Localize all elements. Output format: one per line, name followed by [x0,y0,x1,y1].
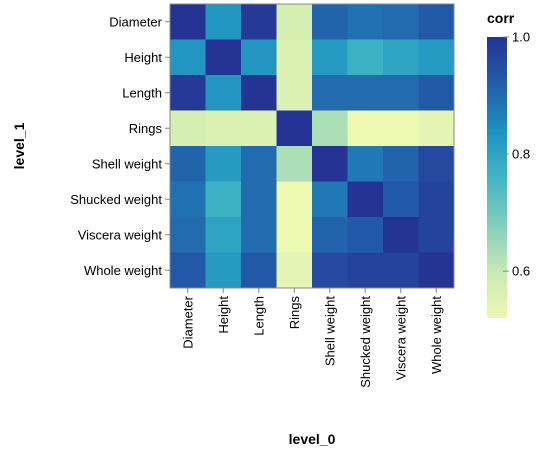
heatmap-cell [418,146,455,182]
y-tick-label: Rings [129,121,163,136]
x-tick-label: Height [216,296,231,334]
heatmap-cell [312,110,348,147]
heatmap-cell [383,75,419,111]
heatmap-cell [205,75,242,111]
heatmap-cell [170,252,206,289]
x-axis: Diameter Height Length Rings Shell weight Shu… [170,287,454,388]
heatmap-cell [347,217,384,253]
heatmap-cell [170,39,206,76]
heatmap-cell [418,4,455,40]
y-tick-label: Shell weight [92,156,162,171]
heatmap-cell [347,75,384,111]
y-tick-label: Shucked weight [70,192,162,207]
heatmap-cell [418,217,455,253]
heatmap-cell [383,217,419,253]
y-tick-label: Height [124,50,162,65]
heatmap-cell [312,146,348,182]
x-tick-label: Shucked weight [358,296,373,388]
x-tick-label: Rings [287,296,302,330]
legend-tick-label: 1.0 [512,30,530,45]
x-tick-label: Whole weight [429,296,444,374]
x-axis-title: level_0 [289,431,336,447]
heatmap-cells [170,4,455,289]
heatmap-cell [241,146,277,182]
heatmap-cell [241,39,277,76]
heatmap-cell [383,146,419,182]
legend-tick-label: 0.8 [512,147,530,162]
y-tick-label: Diameter [109,14,162,29]
heatmap-cell [241,110,277,147]
legend-tick-label: 0.6 [512,264,530,279]
legend-ticks: 1.0 0.8 0.6 [503,30,530,279]
y-tick-label: Length [122,85,162,100]
heatmap-cell [276,110,313,147]
y-tick-label: Viscera weight [78,227,163,242]
heatmap-cell [312,252,348,289]
heatmap-cell [205,39,242,76]
x-tick-label: Diameter [180,295,195,348]
heatmap-cell [170,181,206,218]
heatmap-cell [205,4,242,40]
heatmap-cell [170,75,206,111]
heatmap-cell [418,75,455,111]
heatmap-cell [276,146,313,182]
heatmap-cell [383,39,419,76]
legend-title: corr [487,10,515,26]
heatmap-cell [170,110,206,147]
heatmap-cell [276,181,313,218]
heatmap-cell [347,110,384,147]
heatmap-cell [418,110,455,147]
heatmap-cell [241,217,277,253]
heatmap-cell [170,146,206,182]
y-axis-title: level_1 [11,122,27,169]
heatmap-cell [276,4,313,40]
x-tick-label: Length [251,296,266,336]
heatmap-cell [312,75,348,111]
heatmap-cell [312,217,348,253]
heatmap-cell [276,217,313,253]
heatmap-cell [383,252,419,289]
heatmap-cell [276,252,313,289]
heatmap-cell [383,4,419,40]
legend: corr 1.0 0.8 0.6 [487,10,530,318]
heatmap-cell [276,39,313,76]
heatmap-cell [347,181,384,218]
heatmap-cell [205,252,242,289]
heatmap-cell [205,181,242,218]
x-tick-label: Shell weight [322,296,337,366]
heatmap-cell [170,217,206,253]
heatmap-cell [205,217,242,253]
heatmap-cell [241,181,277,218]
heatmap-cell [205,110,242,147]
heatmap-cell [241,252,277,289]
heatmap-cell [347,39,384,76]
heatmap-cell [312,181,348,218]
heatmap-cell [347,4,384,40]
legend-color-bar [487,37,507,318]
heatmap-cell [418,252,455,289]
heatmap-cell [347,252,384,289]
heatmap-cell [170,4,206,40]
heatmap-cell [312,39,348,76]
y-tick-label: Whole weight [84,263,162,278]
heatmap-cell [241,4,277,40]
heatmap-cell [241,75,277,111]
heatmap-cell [383,110,419,147]
heatmap-cell [418,181,455,218]
heatmap-cell [418,39,455,76]
y-axis: Diameter Height Length Rings Shell weight Shu… [70,4,171,288]
heatmap-cell [347,146,384,182]
x-tick-label: Viscera weight [393,296,408,381]
heatmap-cell [383,181,419,218]
heatmap-cell [312,4,348,40]
heatmap-cell [276,75,313,111]
heatmap-cell [205,146,242,182]
